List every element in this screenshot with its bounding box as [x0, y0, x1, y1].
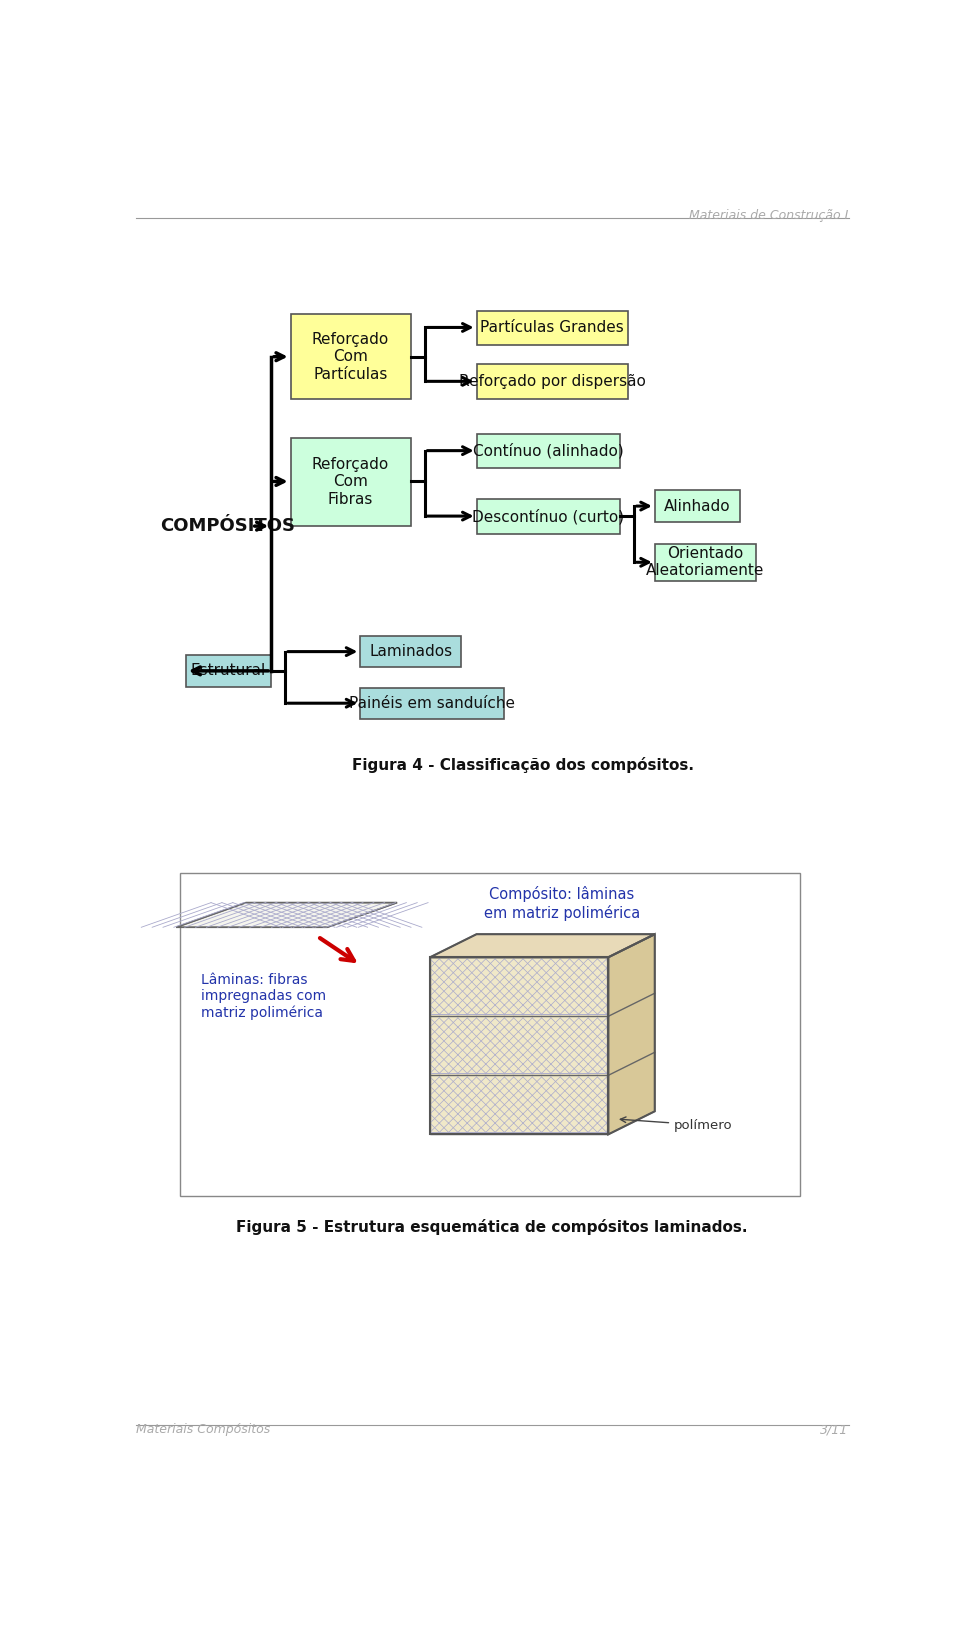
Text: 3/11: 3/11 [820, 1424, 849, 1436]
Text: COMPÓSITOS: COMPÓSITOS [160, 517, 296, 535]
Text: polímero: polímero [620, 1116, 732, 1131]
Text: Reforçado
Com
Partículas: Reforçado Com Partículas [312, 332, 389, 382]
Text: Materiais de Construção I: Materiais de Construção I [689, 210, 849, 223]
Text: Descontínuo (curto): Descontínuo (curto) [472, 509, 624, 525]
Text: Painéis em sanduíche: Painéis em sanduíche [348, 696, 515, 710]
FancyBboxPatch shape [186, 655, 271, 687]
Polygon shape [609, 934, 655, 1134]
Text: Lâminas: fibras
impregnadas com
matriz polimérica: Lâminas: fibras impregnadas com matriz p… [202, 973, 326, 1020]
Text: Compósito: lâminas
em matriz polimérica: Compósito: lâminas em matriz polimérica [484, 887, 640, 921]
Text: Materiais Compósitos: Materiais Compósitos [135, 1424, 270, 1436]
Polygon shape [430, 957, 609, 1134]
FancyBboxPatch shape [291, 437, 411, 526]
Text: Reforçado por dispersão: Reforçado por dispersão [459, 374, 645, 390]
FancyBboxPatch shape [655, 489, 740, 522]
FancyBboxPatch shape [291, 314, 411, 400]
FancyBboxPatch shape [476, 310, 628, 344]
Text: Alinhado: Alinhado [664, 499, 731, 514]
Text: Contínuo (alinhado): Contínuo (alinhado) [473, 444, 624, 458]
Text: Figura 4 - Classificação dos compósitos.: Figura 4 - Classificação dos compósitos. [352, 757, 694, 773]
FancyBboxPatch shape [360, 687, 504, 718]
FancyBboxPatch shape [476, 499, 620, 533]
FancyBboxPatch shape [655, 544, 756, 580]
FancyBboxPatch shape [180, 873, 801, 1196]
FancyBboxPatch shape [476, 364, 628, 400]
Polygon shape [430, 934, 655, 957]
Text: Laminados: Laminados [369, 644, 452, 660]
Text: Orientado
Aleatoriamente: Orientado Aleatoriamente [646, 546, 764, 578]
Text: Partículas Grandes: Partículas Grandes [480, 320, 624, 335]
Polygon shape [177, 902, 397, 928]
Text: Estrutural: Estrutural [191, 663, 266, 678]
FancyBboxPatch shape [476, 434, 620, 468]
Text: Figura 5 - Estrutura esquemática de compósitos laminados.: Figura 5 - Estrutura esquemática de comp… [236, 1219, 748, 1235]
Text: Reforçado
Com
Fibras: Reforçado Com Fibras [312, 457, 389, 507]
FancyBboxPatch shape [360, 637, 461, 666]
